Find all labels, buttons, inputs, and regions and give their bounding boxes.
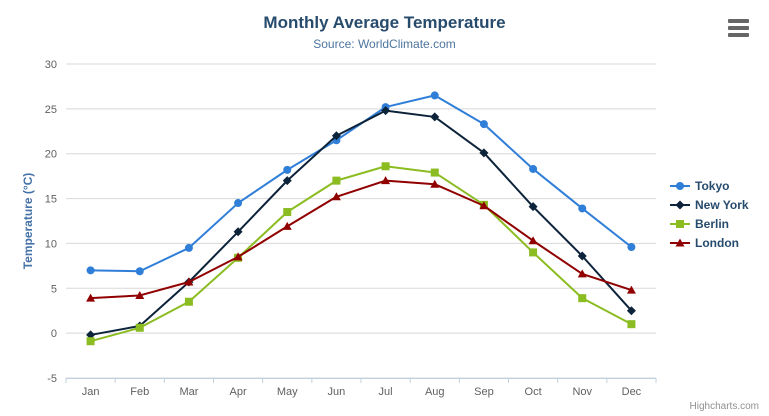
triangle-marker-icon — [670, 238, 690, 246]
chart-title: Monthly Average Temperature — [263, 13, 506, 32]
data-point-new-york-Aug[interactable] — [430, 112, 440, 122]
data-point-london-Mar[interactable] — [184, 277, 194, 286]
data-point-new-york-Dec[interactable] — [626, 306, 636, 316]
y-axis-tick-label: 25 — [45, 104, 57, 116]
legend-item-london[interactable]: London — [670, 233, 749, 252]
data-point-london-Aug[interactable] — [430, 179, 440, 188]
data-point-new-york-Jan[interactable] — [86, 330, 96, 340]
x-axis-tick-label: Oct — [525, 386, 542, 398]
legend-label-new-york: New York — [695, 197, 749, 212]
x-axis-tick-label: Jun — [328, 386, 346, 398]
data-point-tokyo-Oct[interactable] — [529, 164, 538, 173]
hamburger-bar — [728, 26, 749, 30]
legend-label-london: London — [695, 235, 739, 250]
highcharts-credits-link[interactable]: Highcharts.com — [689, 401, 759, 412]
data-point-berlin-Jul[interactable] — [381, 162, 390, 171]
y-axis-tick-label: -5 — [47, 373, 57, 385]
data-point-berlin-Mar[interactable] — [184, 297, 193, 306]
data-point-london-Jun[interactable] — [331, 192, 341, 201]
data-point-tokyo-Mar[interactable] — [184, 243, 193, 252]
data-point-new-york-Sep[interactable] — [479, 148, 489, 158]
data-point-tokyo-Aug[interactable] — [430, 91, 439, 100]
data-point-tokyo-May[interactable] — [283, 165, 292, 174]
data-point-new-york-May[interactable] — [282, 176, 292, 186]
data-point-tokyo-Jan[interactable] — [86, 266, 95, 275]
data-point-london-Nov[interactable] — [577, 269, 587, 278]
data-point-tokyo-Apr[interactable] — [234, 199, 243, 208]
data-point-berlin-Oct[interactable] — [529, 248, 538, 257]
data-point-berlin-May[interactable] — [283, 208, 292, 217]
hamburger-bar — [728, 33, 749, 37]
diamond-marker-icon — [670, 200, 690, 209]
square-marker-icon — [670, 219, 690, 228]
legend-item-new-york[interactable]: New York — [670, 195, 749, 214]
x-axis-tick-label: Apr — [230, 386, 247, 398]
data-point-tokyo-Dec[interactable] — [627, 243, 636, 252]
data-point-berlin-Aug[interactable] — [430, 168, 439, 177]
data-point-tokyo-Feb[interactable] — [135, 267, 144, 276]
series-line-tokyo — [90, 94, 633, 273]
x-axis-tick-label: Feb — [130, 386, 149, 398]
y-axis-tick-label: 30 — [45, 59, 57, 71]
x-axis-tick-label: Jul — [379, 386, 393, 398]
data-point-london-Feb[interactable] — [135, 290, 145, 299]
y-axis-tick-label: 0 — [51, 328, 57, 340]
data-point-london-May[interactable] — [282, 221, 292, 230]
data-point-london-Sep[interactable] — [479, 201, 489, 210]
x-axis-tick-label: Jan — [82, 386, 100, 398]
data-point-london-Jan[interactable] — [86, 293, 96, 302]
data-point-new-york-Nov[interactable] — [577, 251, 587, 261]
series-line-berlin — [90, 165, 632, 343]
series-line-london — [90, 179, 632, 300]
x-axis-tick-label: Nov — [572, 386, 592, 398]
legend-item-tokyo[interactable]: Tokyo — [670, 176, 749, 195]
data-point-new-york-Jun[interactable] — [331, 131, 341, 141]
hamburger-bar — [728, 19, 749, 23]
legend: Tokyo New York Berlin London — [670, 176, 749, 252]
legend-label-tokyo: Tokyo — [695, 178, 730, 193]
data-point-london-Jul[interactable] — [381, 176, 391, 185]
x-axis-tick-label: Mar — [179, 386, 198, 398]
data-point-berlin-Feb[interactable] — [135, 323, 144, 332]
x-axis-tick-label: Aug — [425, 386, 445, 398]
data-point-berlin-Jun[interactable] — [332, 176, 341, 185]
data-point-new-york-Apr[interactable] — [233, 227, 243, 237]
data-point-berlin-Dec[interactable] — [627, 320, 636, 329]
x-axis-tick-label: Dec — [622, 386, 642, 398]
data-point-tokyo-Nov[interactable] — [578, 204, 587, 213]
chart-subtitle: Source: WorldClimate.com — [313, 37, 456, 51]
y-axis-tick-label: 15 — [45, 194, 57, 206]
data-point-tokyo-Sep[interactable] — [479, 120, 488, 129]
data-point-new-york-Jul[interactable] — [381, 106, 391, 116]
data-point-new-york-Oct[interactable] — [528, 202, 538, 212]
y-axis-tick-label: 20 — [45, 149, 57, 161]
data-point-london-Dec[interactable] — [626, 285, 636, 294]
legend-item-berlin[interactable]: Berlin — [670, 214, 749, 233]
data-point-london-Apr[interactable] — [233, 252, 243, 261]
x-axis-tick-label: May — [277, 386, 298, 398]
y-axis-tick-label: 5 — [51, 283, 57, 295]
export-menu-hamburger-icon[interactable] — [728, 19, 749, 37]
legend-label-berlin: Berlin — [695, 216, 730, 231]
circle-marker-icon — [670, 181, 690, 190]
x-axis-tick-label: Sep — [474, 386, 494, 398]
data-point-berlin-Nov[interactable] — [578, 294, 587, 303]
series-line-new-york — [90, 109, 633, 336]
data-point-berlin-Jan[interactable] — [86, 337, 95, 346]
y-axis-tick-label: 10 — [45, 238, 57, 250]
data-point-london-Oct[interactable] — [528, 236, 538, 245]
